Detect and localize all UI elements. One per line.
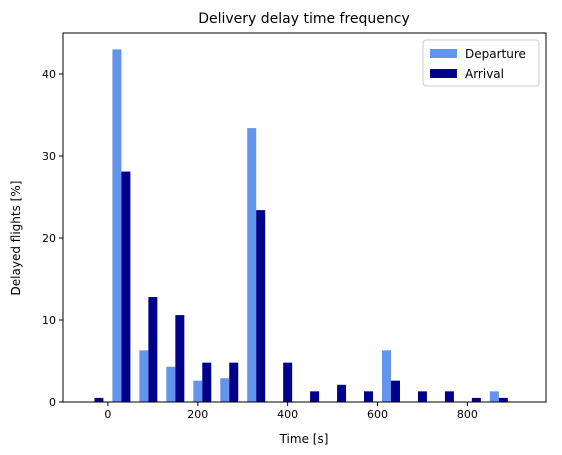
bar-arrival-13 — [444, 391, 454, 402]
bar-departure-6 — [247, 128, 257, 402]
bar-arrival-9 — [337, 384, 347, 402]
legend-label-arrival: Arrival — [465, 67, 504, 81]
bar-departure-4 — [193, 380, 203, 402]
x-axis-label: Time [s] — [279, 432, 329, 446]
bar-arrival-0 — [94, 397, 104, 402]
bar-arrival-7 — [283, 362, 293, 402]
legend-label-departure: Departure — [465, 47, 526, 61]
axes-layer — [62, 32, 547, 403]
bar-arrival-11 — [390, 380, 400, 402]
bar-arrival-14 — [471, 397, 481, 402]
bar-arrival-1 — [121, 171, 131, 402]
bar-departure-11 — [382, 350, 391, 402]
y-tick-label: 10 — [42, 314, 56, 327]
bars-layer — [94, 49, 508, 403]
y-tick-label: 40 — [42, 68, 56, 81]
x-tick-label: 600 — [367, 408, 388, 421]
bar-arrival-15 — [498, 397, 508, 402]
bar-departure-15 — [489, 391, 499, 402]
legend-swatch-departure — [430, 49, 457, 58]
bar-arrival-8 — [310, 391, 320, 402]
bar-departure-3 — [166, 366, 176, 402]
ticks-layer: 0 200 400 600 800 0 10 20 30 40 — [42, 68, 478, 421]
chart-title: Delivery delay time frequency — [198, 11, 410, 27]
bar-departure-2 — [139, 350, 149, 402]
bar-arrival-4 — [202, 362, 212, 402]
bar-arrival-10 — [364, 391, 374, 402]
x-tick-label: 0 — [104, 408, 111, 421]
bar-arrival-6 — [256, 210, 266, 402]
y-tick-label: 0 — [49, 396, 56, 409]
x-tick-label: 800 — [457, 408, 478, 421]
bar-departure-5 — [220, 378, 230, 402]
legend-swatch-arrival — [430, 69, 457, 78]
bar-arrival-2 — [148, 297, 158, 402]
bar-arrival-5 — [229, 362, 239, 402]
bar-arrival-3 — [175, 315, 185, 402]
y-tick-label: 30 — [42, 150, 56, 163]
legend: Departure Arrival — [422, 39, 540, 87]
x-tick-label: 200 — [187, 408, 208, 421]
bar-arrival-12 — [417, 391, 427, 402]
plot-frame — [62, 32, 547, 403]
bar-departure-1 — [112, 49, 122, 403]
x-tick-label: 400 — [277, 408, 298, 421]
y-tick-label: 20 — [42, 232, 56, 245]
y-axis-label: Delayed flights [%] — [9, 181, 23, 296]
